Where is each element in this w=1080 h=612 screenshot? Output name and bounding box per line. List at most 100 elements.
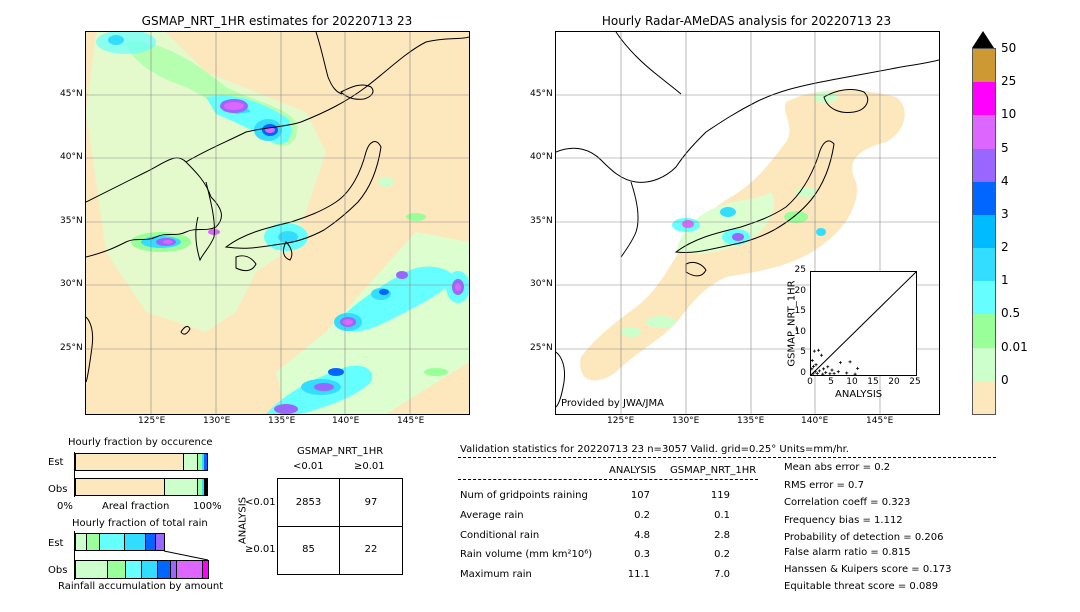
scatter-point [824,371,828,375]
scatter-point [815,371,819,375]
contingency-table: 2853 97 85 22 [277,478,403,575]
contingency-cell-11: 22 [364,544,378,555]
scatter-x-tick: 20 [888,377,900,387]
occurrence-obs-seg-max [204,479,207,495]
contingency-row-ge: ≥0.01 [245,544,276,555]
scatter-diagonal [811,272,916,375]
occurrence-est-seg-4 [204,454,208,470]
right-lat-40: 40°N [530,152,553,162]
scatter-x-tick: 10 [846,377,858,387]
left-lat-30: 30°N [60,279,83,289]
colorbar [972,48,996,415]
occurrence-axis-mid: Areal fraction [102,501,170,512]
scatter-point [812,364,816,368]
score-pod: Probability of detection = 0.206 [784,532,944,543]
scatter-point [848,360,852,364]
contingency-col-lt: <0.01 [293,461,324,472]
colorbar-label: 0.5 [1001,306,1021,321]
scatter-y-tick: 5 [800,347,806,358]
left-lon-130: 130°E [203,416,231,426]
occurrence-est-seg-light [184,454,198,470]
scatter-point [811,372,815,375]
right-lon-140: 140°E [801,416,829,426]
occurrence-obs-seg-dry [76,479,165,495]
occurrence-bar-est [75,453,208,471]
validation-row-label: Num of gridpoints raining [460,490,588,501]
right-lon-135: 135°E [737,416,765,426]
right-map-title: Hourly Radar-AMeDAS analysis for 2022071… [601,14,892,28]
colorbar-label: 2 [1001,240,1009,255]
occurrence-row-est: Est [48,457,64,468]
scatter-point [838,361,842,365]
validation-row-gsmap: 2.8 [714,530,730,541]
colorbar-segment [973,281,995,315]
validation-col-analysis: ANALYSIS [609,465,657,476]
total-rain-footer: Rainfall accumulation by amount [58,581,224,592]
colorbar-segment [973,214,995,249]
validation-row-analysis: 0.3 [634,549,650,560]
score-hk: Hanssen & Kuipers score = 0.173 [784,564,952,575]
occurrence-title: Hourly fraction by occurence [68,437,213,448]
colorbar-segment [973,248,995,282]
scatter-point [828,372,832,375]
validation-row-analysis: 4.8 [634,530,650,541]
occurrence-est-seg-2 [201,454,205,470]
total-est-seg-5 [155,534,164,550]
scatter-x-tick: 5 [828,377,834,387]
colorbar-label: 10 [1001,107,1017,122]
total-rain-row-obs: Obs [48,565,68,576]
validation-header-rule [458,457,996,458]
colorbar-segment [973,115,995,149]
total-est-seg-2 [125,534,147,550]
score-far: False alarm ratio = 0.815 [784,547,911,558]
validation-row-analysis: 11.1 [627,569,650,580]
right-lat-35: 35°N [530,216,553,226]
validation-row-gsmap: 7.0 [714,569,730,580]
scatter-point [821,372,825,375]
colorbar-segment [973,181,995,215]
total-obs-seg-05 [108,561,126,578]
occurrence-bar-obs [75,478,208,496]
occurrence-row-obs: Obs [48,484,68,495]
left-lon-135: 135°E [268,416,296,426]
scatter-point [830,368,834,372]
total-obs-seg-1 [125,561,142,578]
left-lat-40: 40°N [60,152,83,162]
scatter-point [814,363,818,367]
scatter-point [813,370,817,374]
validation-header: Validation statistics for 20220713 23 n=… [460,444,849,455]
right-lon-145: 145°E [866,416,894,426]
total-obs-seg-5 [171,561,177,578]
scatter-x-tick: 15 [867,377,879,387]
left-lat-35: 35°N [60,216,83,226]
scatter-point [817,348,821,352]
scatter-point [832,371,836,375]
total-obs-seg-2 [141,561,158,578]
scatter-y-tick: 0 [800,368,806,378]
right-lon-125: 125°E [607,416,635,426]
score-frequency-bias: Frequency bias = 1.112 [784,515,903,526]
total-rain-connector [163,550,209,561]
total-rain-bar-obs [75,560,209,579]
validation-row-gsmap: 119 [710,490,730,501]
left-map-title: GSMAP_NRT_1HR estimates for 20220713 23 [141,14,413,28]
scatter-point [820,353,823,357]
colorbar-extend-arrow [972,31,994,48]
validation-row-label: Maximum rain [460,569,532,580]
total-rain-title: Hourly fraction of total rain [72,518,208,529]
contingency-row-lt: <0.01 [245,497,276,508]
occurrence-est-seg-dry [76,454,185,470]
validation-row-analysis: 0.2 [634,510,650,521]
contingency-cell-01: 97 [364,497,378,508]
scatter-point [812,349,816,353]
left-rain-areas [86,32,469,414]
total-obs-seg-25 [203,561,208,578]
colorbar-segment [973,347,995,381]
right-lon-130: 130°E [672,416,700,426]
scatter-y-tick: 25 [794,265,806,275]
score-mae: Mean abs error = 0.2 [784,462,891,473]
scatter-point [845,371,849,375]
scatter-xlabel: ANALYSIS [835,389,883,400]
colorbar-segment [973,49,995,83]
colorbar-label: 5 [1001,140,1009,155]
